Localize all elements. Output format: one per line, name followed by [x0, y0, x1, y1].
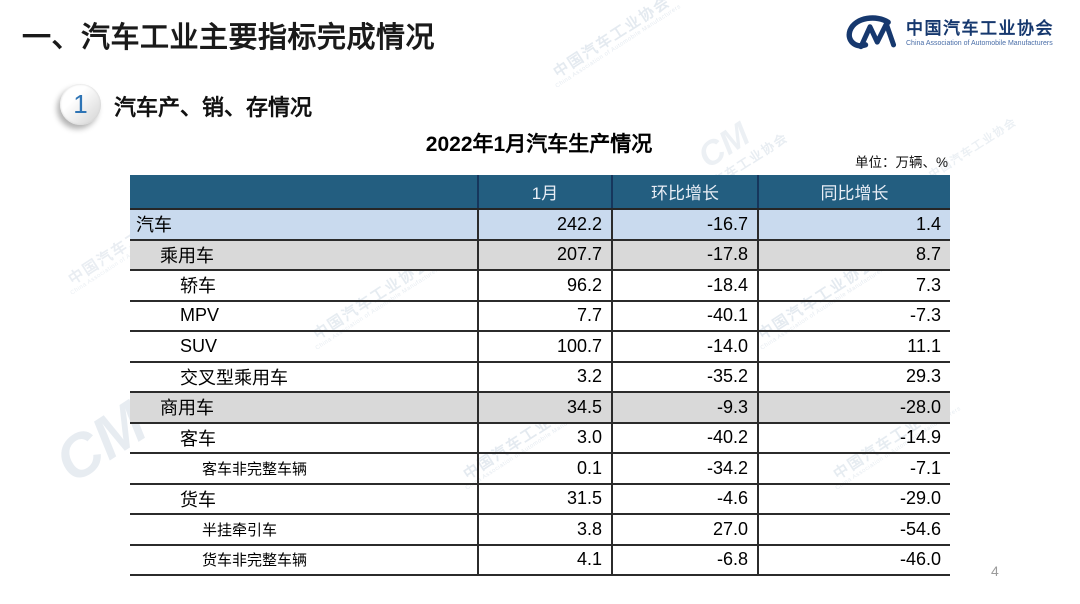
row-value: -46.0 [757, 543, 950, 576]
caam-logo-name-en: China Association of Automobile Manufact… [906, 40, 1053, 47]
row-value: -28.0 [757, 391, 950, 423]
row-value: 96.2 [477, 269, 612, 301]
row-value: 31.5 [477, 482, 612, 514]
row-value: -9.3 [611, 391, 758, 423]
caam-logo-text: 中国汽车工业协会 China Association of Automobile… [906, 14, 1054, 47]
row-value: -7.1 [757, 452, 950, 484]
table-row: 乘用车 207.7 -17.8 8.7 [130, 238, 950, 270]
row-value: 3.2 [477, 360, 612, 392]
table-title: 2022年1月汽车生产情况 [425, 133, 653, 156]
column-header-yoy-growth: 同比增长 [757, 175, 950, 210]
row-label: 商用车 [130, 391, 478, 423]
row-value: -14.0 [611, 330, 758, 362]
row-value: -54.6 [757, 513, 950, 545]
section-number-badge: 1 [60, 84, 101, 125]
column-header-month: 1月 [477, 175, 612, 210]
row-label: 乘用车 [130, 238, 478, 270]
row-value: -6.8 [611, 543, 758, 576]
row-value: 11.1 [757, 330, 950, 362]
table-row: SUV 100.7 -14.0 11.1 [130, 330, 950, 362]
table-body: 汽车 242.2 -16.7 1.4 乘用车 207.7 -17.8 8.7 轿车 96.2 -18… [130, 208, 950, 576]
row-value: -16.7 [611, 208, 758, 240]
row-label: 半挂牵引车 [130, 513, 478, 545]
row-label: 轿车 [130, 269, 478, 301]
table-row: 货车非完整车辆 4.1 -6.8 -46.0 [130, 543, 950, 576]
table-header: 1月 环比增长 同比增长 [130, 175, 950, 210]
row-value: -7.3 [757, 299, 950, 331]
row-label: SUV [130, 330, 478, 362]
row-value: 27.0 [611, 513, 758, 545]
section-title: 汽车产、销、存情况 [114, 95, 313, 120]
page-number: 4 [991, 563, 999, 579]
production-table: 1月 环比增长 同比增长 汽车 242.2 -16.7 1.4 乘用车 207.7 -17.… [130, 175, 950, 576]
table-header-row: 1月 环比增长 同比增长 [130, 175, 950, 210]
table-row: 货车 31.5 -4.6 -29.0 [130, 482, 950, 514]
row-value: 207.7 [477, 238, 612, 270]
row-value: 1.4 [757, 208, 950, 240]
column-header-mom-growth: 环比增长 [611, 175, 758, 210]
caam-logo-icon [841, 14, 899, 59]
table-row: 汽车 242.2 -16.7 1.4 [130, 208, 950, 240]
row-value: -14.9 [757, 421, 950, 453]
table-row: 轿车 96.2 -18.4 7.3 [130, 269, 950, 301]
row-value: -35.2 [611, 360, 758, 392]
page-title: 一、汽车工业主要指标完成情况 [22, 22, 436, 54]
row-label: MPV [130, 299, 478, 331]
unit-label: 单位：万辆、% [854, 155, 948, 170]
row-label: 汽车 [130, 208, 478, 240]
watermark: 中国汽车工业协会 China Association of Automobile… [550, 0, 683, 90]
row-label: 客车非完整车辆 [130, 452, 478, 484]
row-value: -34.2 [611, 452, 758, 484]
row-value: -4.6 [611, 482, 758, 514]
row-value: 3.8 [477, 513, 612, 545]
row-value: -29.0 [757, 482, 950, 514]
row-value: 8.7 [757, 238, 950, 270]
row-value: 7.7 [477, 299, 612, 331]
row-label: 交叉型乘用车 [130, 360, 478, 392]
row-value: -40.2 [611, 421, 758, 453]
row-label: 客车 [130, 421, 478, 453]
row-value: 7.3 [757, 269, 950, 301]
row-value: -17.8 [611, 238, 758, 270]
table-row: 商用车 34.5 -9.3 -28.0 [130, 391, 950, 423]
column-header-category [130, 175, 478, 210]
row-label: 货车 [130, 482, 478, 514]
caam-logo-name-cn: 中国汽车工业协会 [906, 19, 1054, 38]
table-row: 客车非完整车辆 0.1 -34.2 -7.1 [130, 452, 950, 484]
row-value: 29.3 [757, 360, 950, 392]
row-value: -40.1 [611, 299, 758, 331]
table-row: MPV 7.7 -40.1 -7.3 [130, 299, 950, 331]
row-value: -18.4 [611, 269, 758, 301]
row-value: 34.5 [477, 391, 612, 423]
table-row: 客车 3.0 -40.2 -14.9 [130, 421, 950, 453]
caam-logo: 中国汽车工业协会 China Association of Automobile… [841, 14, 1054, 59]
row-value: 242.2 [477, 208, 612, 240]
table-row: 半挂牵引车 3.8 27.0 -54.6 [130, 513, 950, 545]
row-value: 100.7 [477, 330, 612, 362]
row-value: 4.1 [477, 543, 612, 576]
row-label: 货车非完整车辆 [130, 543, 478, 576]
row-value: 0.1 [477, 452, 612, 484]
row-value: 3.0 [477, 421, 612, 453]
table-row: 交叉型乘用车 3.2 -35.2 29.3 [130, 360, 950, 392]
